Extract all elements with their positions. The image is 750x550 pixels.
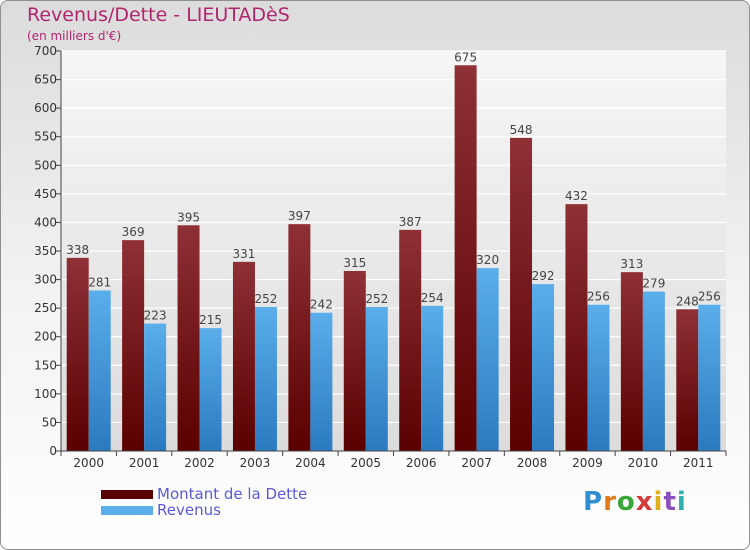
logo-letter: P [583, 487, 604, 517]
logo-letter: i [676, 487, 687, 517]
bar-revenus [199, 328, 222, 451]
x-tick-label: 2006 [406, 456, 437, 470]
logo-letter: o [616, 487, 636, 517]
x-tick-label: 2010 [628, 456, 659, 470]
data-label-revenus: 281 [88, 275, 111, 289]
data-label-revenus: 242 [310, 298, 333, 312]
bar-revenus [532, 284, 555, 451]
bar-debt [122, 240, 145, 451]
x-tick-label: 2011 [683, 456, 714, 470]
legend-label-debt: Montant de la Dette [157, 485, 308, 503]
bar-revenus [476, 268, 499, 451]
x-tick-label: 2002 [184, 456, 215, 470]
x-tick-label: 2001 [129, 456, 160, 470]
x-tick-label: 2005 [351, 456, 382, 470]
y-tick-label: 500 [34, 158, 57, 172]
y-tick-label: 600 [34, 101, 57, 115]
bar-debt [565, 204, 588, 451]
y-tick-label: 400 [34, 215, 57, 229]
legend-swatch-revenus [101, 505, 153, 515]
bar-revenus [310, 312, 333, 451]
y-tick-label: 650 [34, 73, 57, 87]
bar-debt [454, 65, 477, 452]
y-tick-label: 300 [34, 273, 57, 287]
bar-revenus [642, 291, 665, 451]
x-tick-label: 2009 [572, 456, 603, 470]
y-tick-label: 350 [34, 244, 57, 258]
logo-letter: i [653, 487, 664, 517]
logo-letter: x [635, 487, 654, 517]
bar-revenus [698, 304, 721, 451]
bar-revenus [254, 307, 277, 451]
bar-debt [343, 271, 366, 451]
bar-revenus [587, 304, 610, 451]
logo-letter: t [663, 487, 677, 517]
data-label-revenus: 279 [642, 277, 665, 291]
data-label-debt: 369 [122, 225, 145, 239]
bar-debt [399, 229, 422, 451]
bar-debt [232, 261, 255, 451]
bar-debt [288, 224, 311, 451]
legend-label-revenus: Revenus [157, 501, 221, 519]
bar-revenus [88, 290, 111, 451]
bar-debt [620, 272, 643, 451]
chart-subtitle: (en milliers d'€) [27, 29, 122, 43]
y-tick-label: 200 [34, 330, 57, 344]
x-tick-label: 2008 [517, 456, 548, 470]
data-label-debt: 387 [399, 215, 422, 229]
legend-item-debt: Montant de la Dette [101, 485, 308, 503]
legend-item-revenus: Revenus [101, 501, 307, 519]
data-label-revenus: 320 [476, 253, 499, 267]
y-tick-label: 100 [34, 387, 57, 401]
data-label-debt: 313 [620, 257, 643, 271]
data-label-revenus: 292 [532, 269, 555, 283]
y-tick-label: 50 [42, 415, 57, 429]
chart-title: Revenus/Dette - LIEUTADèS [27, 4, 290, 26]
bar-debt [66, 257, 89, 451]
data-label-debt: 331 [233, 247, 256, 261]
bar-revenus [365, 307, 388, 451]
data-label-debt: 548 [510, 123, 533, 137]
data-label-debt: 338 [66, 243, 89, 257]
data-label-revenus: 215 [199, 313, 222, 327]
data-label-debt: 395 [177, 210, 200, 224]
x-tick-label: 2000 [73, 456, 104, 470]
data-label-revenus: 252 [255, 292, 278, 306]
bar-debt [510, 137, 533, 451]
x-tick-label: 2004 [295, 456, 326, 470]
data-label-revenus: 256 [698, 290, 721, 304]
data-label-revenus: 252 [365, 292, 388, 306]
data-label-debt: 315 [343, 256, 366, 270]
legend: Montant de la Dette Revenus [101, 485, 308, 519]
bar-revenus [421, 305, 444, 451]
bar-debt [177, 225, 200, 451]
y-tick-label: 700 [34, 44, 57, 58]
bar-revenus [144, 323, 167, 451]
data-label-revenus: 223 [144, 309, 167, 323]
y-tick-label: 250 [34, 301, 57, 315]
data-label-debt: 397 [288, 209, 311, 223]
legend-swatch-debt [101, 489, 153, 499]
data-label-debt: 248 [676, 294, 699, 308]
logo-letter: r [603, 487, 617, 517]
data-label-revenus: 254 [421, 291, 444, 305]
y-tick-label: 550 [34, 130, 57, 144]
data-label-debt: 432 [565, 189, 588, 203]
data-label-debt: 675 [454, 50, 477, 64]
y-tick-label: 450 [34, 187, 57, 201]
y-tick-label: 150 [34, 358, 57, 372]
proxiti-logo: Proxiti [583, 487, 687, 517]
y-tick-label: 0 [49, 444, 57, 458]
x-tick-label: 2003 [240, 456, 271, 470]
x-tick-label: 2007 [461, 456, 492, 470]
data-label-revenus: 256 [587, 290, 610, 304]
bar-debt [676, 309, 699, 451]
